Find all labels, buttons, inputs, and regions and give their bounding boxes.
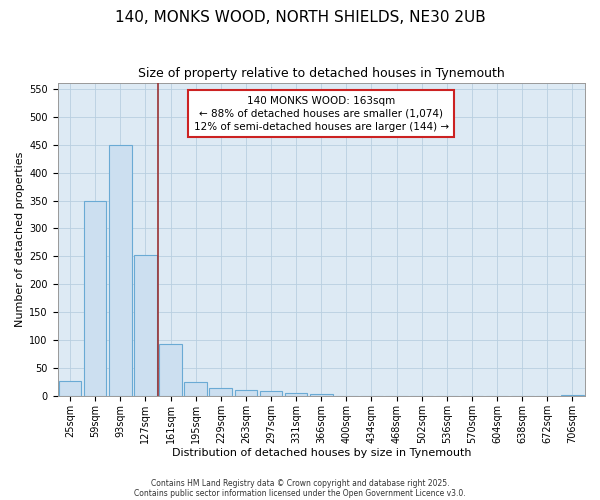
Text: Contains public sector information licensed under the Open Government Licence v3: Contains public sector information licen… xyxy=(134,488,466,498)
Y-axis label: Number of detached properties: Number of detached properties xyxy=(15,152,25,328)
Text: 140, MONKS WOOD, NORTH SHIELDS, NE30 2UB: 140, MONKS WOOD, NORTH SHIELDS, NE30 2UB xyxy=(115,10,485,25)
Bar xyxy=(109,144,131,396)
Bar xyxy=(235,390,257,396)
Bar xyxy=(134,255,157,396)
Text: Contains HM Land Registry data © Crown copyright and database right 2025.: Contains HM Land Registry data © Crown c… xyxy=(151,478,449,488)
Bar xyxy=(310,394,332,396)
Bar xyxy=(184,382,207,396)
Bar xyxy=(285,393,307,396)
Title: Size of property relative to detached houses in Tynemouth: Size of property relative to detached ho… xyxy=(138,68,505,80)
Bar xyxy=(159,344,182,397)
Bar xyxy=(561,395,584,396)
X-axis label: Distribution of detached houses by size in Tynemouth: Distribution of detached houses by size … xyxy=(172,448,471,458)
Bar xyxy=(59,380,82,396)
Bar xyxy=(209,388,232,396)
Text: 140 MONKS WOOD: 163sqm
← 88% of detached houses are smaller (1,074)
12% of semi-: 140 MONKS WOOD: 163sqm ← 88% of detached… xyxy=(194,96,449,132)
Bar xyxy=(84,200,106,396)
Bar xyxy=(260,390,283,396)
